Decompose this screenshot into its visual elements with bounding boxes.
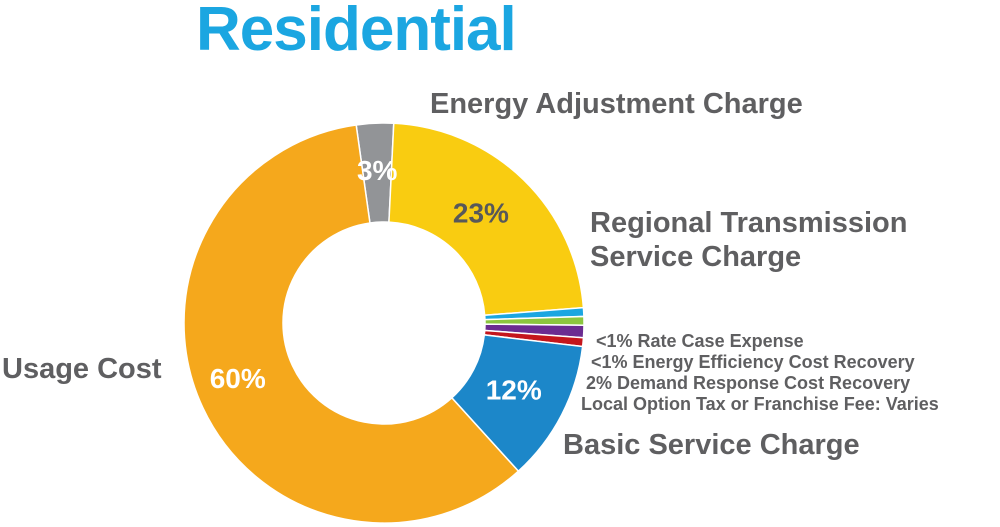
label-energy-efficiency: <1% Energy Efficiency Cost Recovery [591,352,915,372]
pct-label-usage-cost: 60% [210,363,266,394]
slice-regional-transmission-service-charge [388,122,585,317]
label-demand-response: 2% Demand Response Cost Recovery [586,373,911,393]
label-regional-transmission-line1: Regional Transmission [590,207,908,239]
pct-label-regional-transmission-service-charge: 23% [453,197,509,228]
label-basic-service-charge: Basic Service Charge [563,429,860,461]
label-energy-adjustment-charge: Energy Adjustment Charge [430,88,803,120]
pct-label-energy-adjustment-charge: 3% [357,155,398,186]
percent-labels-group: 3% 23% 12% 60% [210,155,542,405]
label-local-option-tax: Local Option Tax or Franchise Fee: Varie… [581,394,939,414]
label-usage-cost: Usage Cost [2,353,162,385]
pct-label-basic-service-charge: 12% [486,374,542,405]
label-regional-transmission-line2: Service Charge [590,241,802,273]
label-rate-case-expense: <1% Rate Case Expense [596,331,804,351]
slice-usage-cost [183,124,520,524]
slices-group [183,122,585,524]
chart-title: Residential [196,0,517,64]
